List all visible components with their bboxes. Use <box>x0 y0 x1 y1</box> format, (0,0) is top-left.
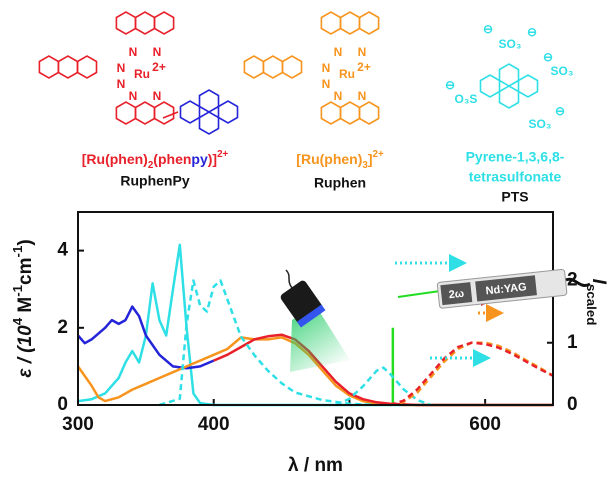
ring <box>519 75 538 97</box>
ring <box>321 102 340 124</box>
label-part: (phen <box>153 151 191 167</box>
series-line <box>78 307 214 369</box>
label: ε / (104 M-1cm-1) <box>10 239 36 377</box>
y-tick-label: 0 <box>57 394 68 415</box>
y-tick-label: 2 <box>57 317 68 338</box>
ring <box>136 102 155 124</box>
atom-label: ⊖ <box>527 25 537 39</box>
ring <box>219 101 238 123</box>
atom-label: N <box>322 61 331 75</box>
x-tick-label: 300 <box>62 414 94 435</box>
y2-tick-label: 0 <box>567 394 578 415</box>
label: [Ru(phen)3]2+ <box>296 149 384 171</box>
ring <box>341 102 360 124</box>
ring <box>481 75 500 97</box>
label-part: 2+ <box>217 149 228 160</box>
atom-label: O₃S <box>455 92 478 106</box>
annotation: 2ω <box>448 288 465 302</box>
atom-label: SO₃ <box>551 64 574 78</box>
bond <box>163 112 178 118</box>
ring <box>155 102 174 124</box>
figure: 2ω Nd:YAG Ru2+NNNNNNRu2+NNNNNNSO₃⊖⊖SO₃⊖S… <box>0 0 613 484</box>
label-part: cm <box>15 257 36 284</box>
atom-label: SO₃ <box>529 117 552 131</box>
laser-icon: 2ω Nd:YAG <box>398 269 590 308</box>
compound-name: Ruphen <box>314 175 366 191</box>
label-part: ε / (10 <box>15 325 36 378</box>
ring <box>263 56 282 78</box>
label-part: scaled <box>584 284 599 325</box>
ring <box>321 12 340 34</box>
label-part: -1 <box>10 245 25 257</box>
ring <box>78 56 97 78</box>
ring <box>244 56 263 78</box>
compound-name: RuphenPy <box>120 173 189 189</box>
ring <box>136 12 155 34</box>
ring <box>116 12 135 34</box>
ring <box>58 56 77 78</box>
ring <box>500 86 519 108</box>
x-tick-label: 600 <box>469 414 501 435</box>
label: Iscaled <box>584 279 609 326</box>
atom-label: SO₃ <box>499 37 522 51</box>
compound-name: PTS <box>501 189 528 205</box>
atom-label: Ru <box>339 67 355 81</box>
label-part: [Ru(phen) <box>296 151 362 167</box>
ring <box>360 102 379 124</box>
compound-name: tetrasulfonate <box>469 169 562 185</box>
atom-label: N <box>129 45 138 59</box>
ring <box>200 90 219 112</box>
x-tick-label: 500 <box>334 414 366 435</box>
ring <box>200 112 219 134</box>
x-axis-label: λ / nm <box>288 455 343 476</box>
ring <box>341 12 360 34</box>
label-part: 2+ <box>373 149 384 160</box>
atom-label: ⊖ <box>483 22 493 36</box>
series-line <box>336 368 431 405</box>
atom-label: N <box>358 89 367 103</box>
y2-tick-label: 2 <box>567 269 578 290</box>
label-part: ) <box>15 239 36 245</box>
series-line <box>390 343 553 405</box>
label-part: M <box>15 297 36 318</box>
label-part: [Ru(phen) <box>82 151 148 167</box>
series-line <box>390 343 553 405</box>
atom-label: ⊖ <box>445 78 455 92</box>
atom-label: 2+ <box>152 60 166 74</box>
atom-label: N <box>117 77 126 91</box>
atom-label: Ru <box>134 67 150 81</box>
y2-tick-label: 1 <box>567 332 578 353</box>
label-part: )] <box>208 151 217 167</box>
ring <box>155 12 174 34</box>
ring <box>360 12 379 34</box>
atom-label: N <box>153 89 162 103</box>
ring <box>39 56 58 78</box>
atom-label: N <box>129 89 138 103</box>
x-tick-label: 400 <box>198 414 230 435</box>
atom-label: ⊖ <box>543 50 553 64</box>
atom-label: N <box>358 45 367 59</box>
label-part: py <box>191 151 208 167</box>
atom-label: 2+ <box>357 60 371 74</box>
ring <box>283 56 302 78</box>
ring <box>116 102 135 124</box>
label: [Ru(phen)2(phenpy)]2+ <box>82 149 229 171</box>
label-part: -1 <box>10 284 25 296</box>
atom-label: N <box>334 89 343 103</box>
compound-name: Pyrene-1,3,6,8- <box>466 149 565 165</box>
atom-label: N <box>322 77 331 91</box>
flashlight-icon <box>279 270 350 372</box>
ring <box>500 64 519 86</box>
series-line <box>214 335 553 405</box>
y-tick-label: 4 <box>57 240 68 261</box>
atom-label: N <box>117 61 126 75</box>
atom-label: N <box>334 45 343 59</box>
atom-label: N <box>153 45 162 59</box>
ring <box>181 101 200 123</box>
atom-label: ⊖ <box>555 104 565 118</box>
